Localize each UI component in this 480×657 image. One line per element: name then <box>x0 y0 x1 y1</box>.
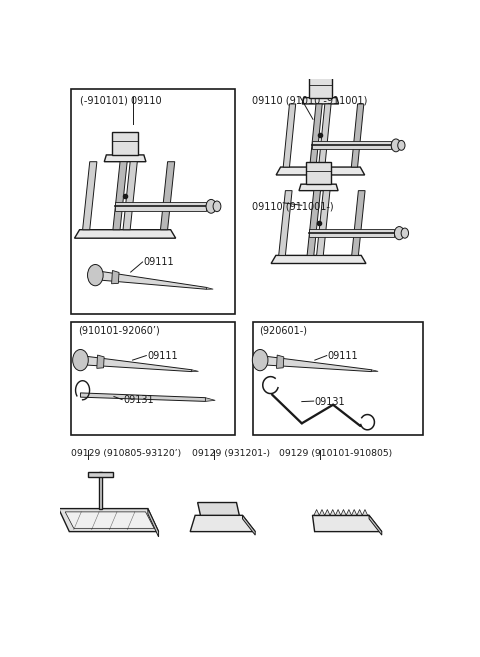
Polygon shape <box>279 191 292 256</box>
Bar <box>112 131 138 155</box>
Polygon shape <box>81 393 205 401</box>
Polygon shape <box>302 98 338 104</box>
FancyBboxPatch shape <box>253 322 423 436</box>
Circle shape <box>87 265 103 286</box>
Circle shape <box>398 141 405 150</box>
Polygon shape <box>65 512 154 528</box>
Polygon shape <box>148 509 158 537</box>
Circle shape <box>395 227 404 240</box>
Polygon shape <box>111 271 119 284</box>
Polygon shape <box>99 472 102 509</box>
Polygon shape <box>83 162 97 230</box>
Text: 09129 (931201-): 09129 (931201-) <box>192 449 270 458</box>
Polygon shape <box>198 503 240 515</box>
Polygon shape <box>192 370 198 372</box>
Polygon shape <box>299 184 338 191</box>
Polygon shape <box>362 510 368 515</box>
Text: 09129 (910805-93120’): 09129 (910805-93120’) <box>71 449 181 458</box>
Polygon shape <box>324 510 330 515</box>
Polygon shape <box>317 191 330 256</box>
Polygon shape <box>271 256 366 263</box>
Polygon shape <box>310 104 322 167</box>
Polygon shape <box>352 191 365 256</box>
Polygon shape <box>97 355 104 369</box>
FancyBboxPatch shape <box>71 322 235 436</box>
Circle shape <box>252 350 268 371</box>
Polygon shape <box>369 515 382 535</box>
Polygon shape <box>319 510 324 515</box>
Polygon shape <box>312 515 382 532</box>
Circle shape <box>213 201 221 212</box>
Polygon shape <box>357 510 362 515</box>
Circle shape <box>391 139 401 152</box>
Text: (-910101) 09110: (-910101) 09110 <box>81 95 162 105</box>
Polygon shape <box>351 510 357 515</box>
Polygon shape <box>346 510 351 515</box>
FancyBboxPatch shape <box>71 89 235 314</box>
Polygon shape <box>309 229 395 237</box>
Text: 09111: 09111 <box>328 351 359 361</box>
Polygon shape <box>283 104 296 167</box>
Polygon shape <box>312 141 391 149</box>
Text: (910101-92060’): (910101-92060’) <box>78 326 160 336</box>
Polygon shape <box>260 355 372 372</box>
Polygon shape <box>205 397 215 401</box>
Polygon shape <box>372 370 378 372</box>
Text: 09131: 09131 <box>123 395 154 405</box>
Polygon shape <box>206 288 213 289</box>
Circle shape <box>72 350 88 371</box>
Polygon shape <box>314 510 319 515</box>
Polygon shape <box>242 515 255 535</box>
Polygon shape <box>80 355 192 372</box>
Polygon shape <box>115 202 206 211</box>
Polygon shape <box>307 191 321 256</box>
Polygon shape <box>95 271 206 289</box>
Polygon shape <box>160 162 175 230</box>
Circle shape <box>401 228 408 238</box>
Polygon shape <box>74 230 176 238</box>
Text: 09129 (910101-910805): 09129 (910101-910805) <box>279 449 393 458</box>
Text: 09110 (911001-): 09110 (911001-) <box>252 201 333 212</box>
Polygon shape <box>276 167 365 175</box>
Polygon shape <box>336 510 341 515</box>
Polygon shape <box>319 104 331 167</box>
Bar <box>309 76 332 98</box>
Text: 09111: 09111 <box>144 258 174 267</box>
Text: 09131: 09131 <box>315 397 346 407</box>
Text: 09111: 09111 <box>147 351 178 361</box>
Polygon shape <box>330 510 336 515</box>
Polygon shape <box>276 355 284 369</box>
Circle shape <box>206 200 216 214</box>
Text: 09110 (91010’-911001): 09110 (91010’-911001) <box>252 95 367 105</box>
Polygon shape <box>104 155 146 162</box>
Bar <box>306 162 331 184</box>
Polygon shape <box>59 509 158 532</box>
Polygon shape <box>123 162 137 230</box>
Polygon shape <box>113 162 127 230</box>
Polygon shape <box>341 510 346 515</box>
Polygon shape <box>190 515 255 532</box>
Polygon shape <box>351 104 364 167</box>
Text: (920601-): (920601-) <box>259 326 307 336</box>
Polygon shape <box>88 472 113 477</box>
